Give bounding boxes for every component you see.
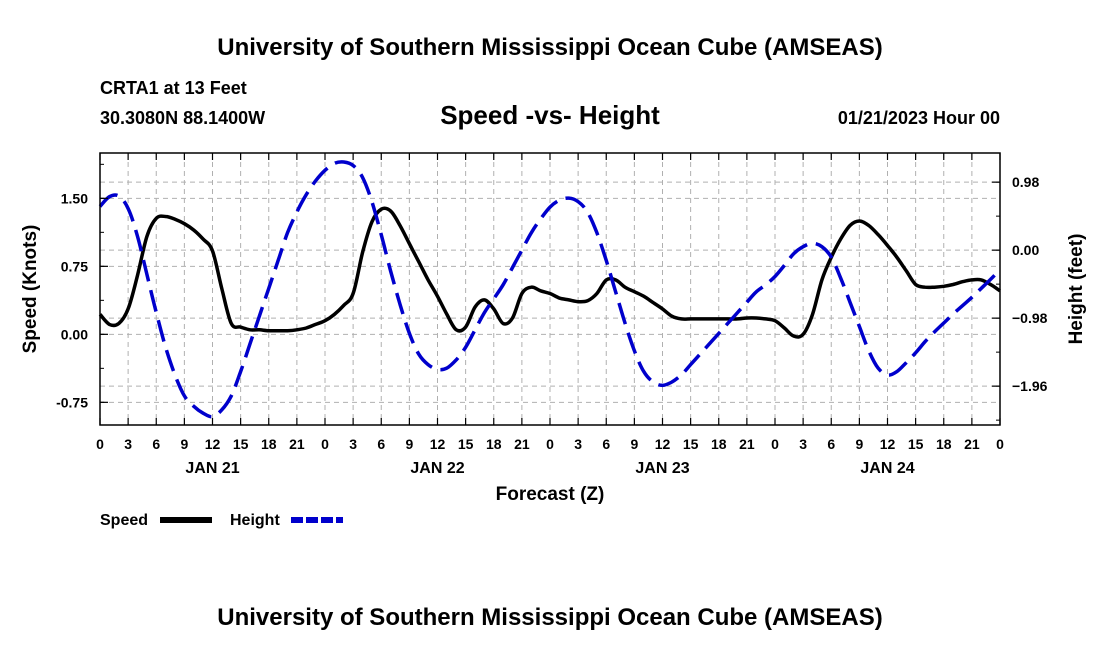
footer-title: University of Southern Mississippi Ocean…: [217, 604, 882, 631]
x-tick-label: 0: [771, 436, 779, 452]
day-label: JAN 22: [410, 460, 464, 477]
y2-tick-label: 0.00: [1012, 242, 1039, 258]
x-tick-label: 0: [96, 436, 104, 452]
day-label: JAN 24: [860, 460, 914, 477]
x-tick-label: 12: [880, 436, 896, 452]
x-tick-label: 0: [321, 436, 329, 452]
x-tick-label: 12: [205, 436, 221, 452]
x-tick-label: 15: [233, 436, 249, 452]
x-tick-label: 18: [711, 436, 727, 452]
x-tick-label: 6: [602, 436, 610, 452]
page-title: University of Southern Mississippi Ocean…: [217, 34, 882, 61]
x-tick-label: 9: [405, 436, 413, 452]
x-tick-label: 18: [486, 436, 502, 452]
series-layer: [98, 160, 1002, 419]
y-tick-label: 0.75: [61, 258, 88, 274]
station-label: CRTA1 at 13 Feet: [100, 78, 247, 98]
x-tick-label: 6: [152, 436, 160, 452]
legend-speed-label: Speed: [100, 512, 148, 529]
y2-tick-label: −1.96: [1012, 378, 1048, 394]
x-tick-label: 12: [430, 436, 446, 452]
x-tick-label: 15: [458, 436, 474, 452]
x-tick-label: 3: [799, 436, 807, 452]
x-tick-label: 3: [574, 436, 582, 452]
y2-axis-ticks: −1.96 −0.98 0.00 0.98: [992, 174, 1048, 421]
series-line-height: [98, 160, 1002, 419]
day-label: JAN 21: [185, 460, 239, 477]
x-tick-label: 18: [936, 436, 952, 452]
grid-lines: [100, 153, 1000, 425]
x-tick-label: 3: [124, 436, 132, 452]
forecast-datetime: 01/21/2023 Hour 00: [838, 108, 1000, 128]
x-tick-label: 21: [964, 436, 980, 452]
y2-axis-label: Height (feet): [1066, 234, 1087, 345]
x-tick-label: 9: [630, 436, 638, 452]
x-tick-label: 9: [180, 436, 188, 452]
day-label: JAN 23: [635, 460, 689, 477]
y-axis-label: Speed (Knots): [20, 225, 41, 354]
legend: Speed Height: [100, 512, 343, 529]
y-tick-label: -0.75: [56, 394, 88, 410]
x-tick-label: 21: [289, 436, 305, 452]
x-tick-label: 9: [855, 436, 863, 452]
x-tick-label: 6: [827, 436, 835, 452]
y-tick-label: 1.50: [61, 190, 88, 206]
legend-height-label: Height: [230, 512, 280, 529]
x-tick-label: 3: [349, 436, 357, 452]
x-tick-label: 21: [514, 436, 530, 452]
x-tick-label: 18: [261, 436, 277, 452]
y2-tick-label: −0.98: [1012, 310, 1048, 326]
x-tick-label: 0: [996, 436, 1004, 452]
x-tick-label: 12: [655, 436, 671, 452]
x-axis-label: Forecast (Z): [496, 484, 605, 505]
x-tick-label: 15: [908, 436, 924, 452]
x-tick-label: 21: [739, 436, 755, 452]
coordinates-label: 30.3080N 88.1400W: [100, 108, 265, 128]
x-tick-label: 6: [377, 436, 385, 452]
y-tick-label: 0.00: [61, 326, 88, 342]
y-axis-ticks: -0.75 0.00 0.75 1.50: [56, 163, 108, 410]
x-tick-label: 0: [546, 436, 554, 452]
x-axis-ticks: 0 3 6 9 12 15 18 21 0 3 6 9 12 15 18 21 0 3 6 9 12 15 18 21 0 3 6 9…: [96, 153, 1004, 477]
series-line-speed: [98, 206, 1001, 339]
y2-tick-label: 0.98: [1012, 174, 1039, 190]
x-tick-label: 15: [683, 436, 699, 452]
chart-title: Speed -vs- Height: [440, 100, 660, 130]
